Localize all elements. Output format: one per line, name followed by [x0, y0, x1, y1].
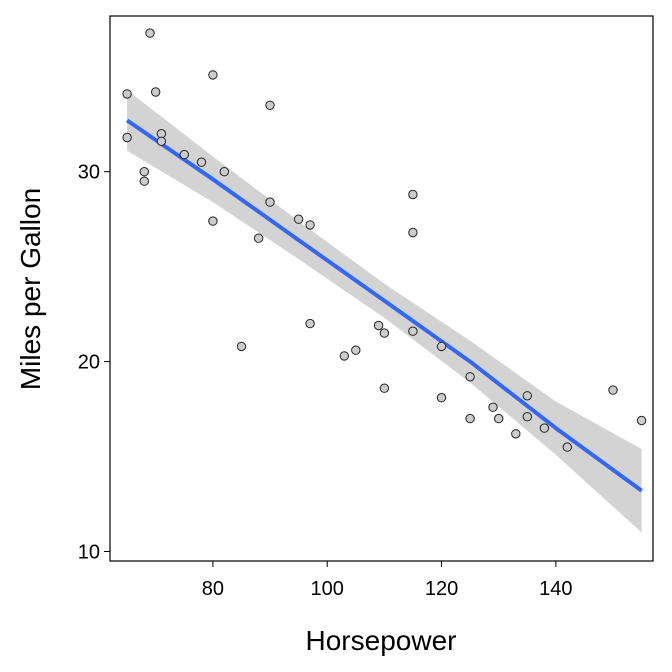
data-point	[265, 100, 275, 111]
y-tick-label: 20	[78, 352, 100, 374]
x-axis-title: Horsepower	[306, 625, 457, 656]
data-point	[151, 87, 161, 97]
data-point	[408, 227, 418, 238]
data-point	[511, 429, 521, 439]
data-point	[122, 89, 132, 99]
y-tick-label: 30	[78, 162, 100, 184]
data-point	[522, 412, 532, 422]
data-point	[488, 402, 498, 412]
data-point	[408, 326, 418, 336]
data-point	[379, 383, 390, 393]
data-point	[293, 214, 304, 224]
data-point	[339, 351, 349, 361]
data-point	[122, 132, 132, 143]
data-point	[494, 413, 504, 424]
regression-line	[125, 118, 643, 493]
data-point	[196, 157, 207, 167]
data-point	[436, 393, 447, 403]
x-tick-label: 100	[311, 578, 344, 600]
data-point	[208, 70, 218, 80]
data-point	[305, 318, 315, 329]
x-tick-label: 120	[425, 578, 458, 600]
confidence-band	[127, 90, 642, 533]
data-point	[465, 413, 475, 424]
y-tick-label: 10	[78, 542, 100, 564]
plot-frame	[109, 15, 654, 562]
data-point	[351, 345, 361, 355]
data-point	[145, 28, 155, 38]
data-point	[562, 442, 572, 452]
data-point	[539, 423, 550, 433]
y-axis-title: Miles per Gallon	[15, 188, 46, 390]
data-point	[219, 167, 230, 177]
data-point	[236, 341, 247, 352]
x-tick-label: 80	[202, 578, 224, 600]
data-point	[465, 372, 475, 382]
data-point	[253, 233, 264, 243]
data-point	[156, 136, 167, 147]
data-point	[208, 216, 218, 226]
data-point	[522, 391, 532, 401]
data-point	[305, 220, 315, 230]
data-point	[139, 167, 150, 177]
data-point	[636, 415, 647, 426]
data-point	[379, 328, 390, 338]
data-point	[608, 385, 618, 395]
data-point	[139, 176, 150, 186]
data-point	[179, 149, 190, 160]
data-point	[408, 189, 418, 200]
data-point	[373, 320, 384, 331]
data-point	[265, 197, 275, 207]
data-point	[436, 341, 447, 352]
x-tick-label: 140	[539, 578, 572, 600]
